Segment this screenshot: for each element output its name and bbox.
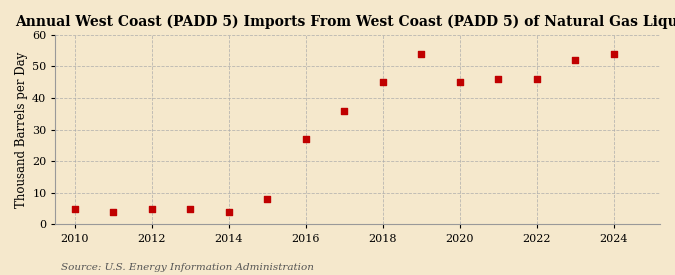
Point — [70, 207, 80, 211]
Text: Source: U.S. Energy Information Administration: Source: U.S. Energy Information Administ… — [61, 263, 314, 272]
Point — [223, 210, 234, 214]
Point — [570, 58, 580, 62]
Point — [416, 51, 427, 56]
Point — [377, 80, 388, 84]
Point — [493, 77, 504, 81]
Point — [608, 51, 619, 56]
Point — [185, 207, 196, 211]
Point — [146, 207, 157, 211]
Point — [339, 108, 350, 113]
Y-axis label: Thousand Barrels per Day: Thousand Barrels per Day — [15, 51, 28, 208]
Point — [531, 77, 542, 81]
Title: Annual West Coast (PADD 5) Imports From West Coast (PADD 5) of Natural Gas Liqui: Annual West Coast (PADD 5) Imports From … — [15, 15, 675, 29]
Point — [108, 210, 119, 214]
Point — [454, 80, 465, 84]
Point — [300, 137, 311, 141]
Point — [262, 197, 273, 201]
